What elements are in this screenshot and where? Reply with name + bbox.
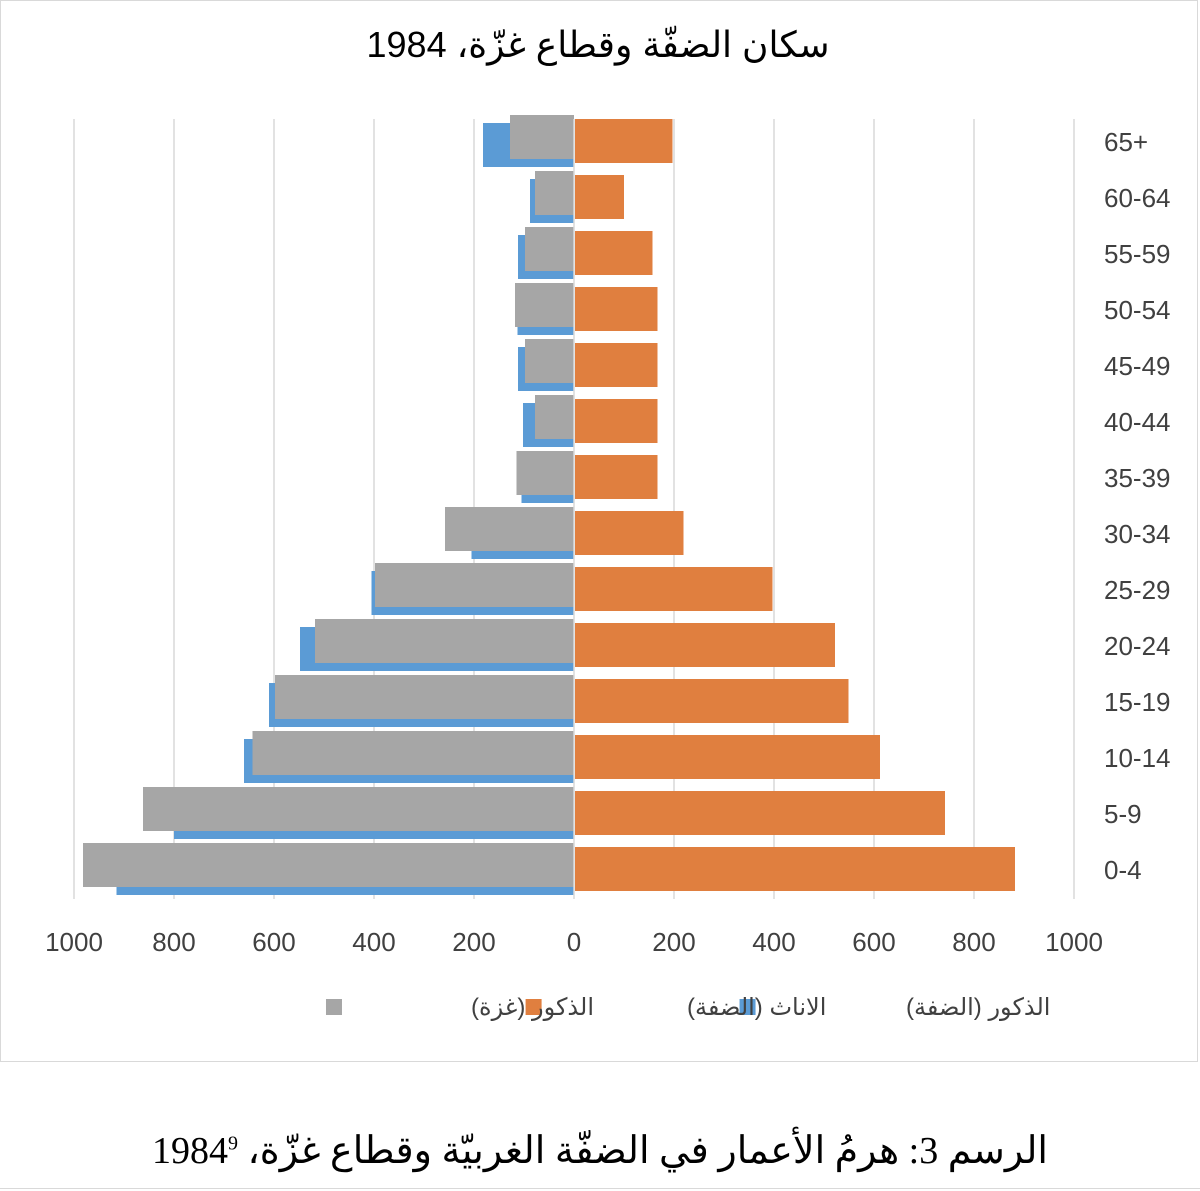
x-tick-label: 200 (452, 927, 495, 957)
x-tick-label: 200 (652, 927, 695, 957)
bar-gaza-male (535, 395, 574, 439)
category-label: 20-24 (1104, 631, 1171, 661)
bar-west-bank-female (575, 735, 880, 779)
bar-west-bank-female (575, 455, 658, 499)
bar-west-bank-female (575, 567, 773, 611)
bar-west-bank-female (575, 287, 658, 331)
bar-gaza-male (525, 227, 574, 271)
x-tick-label: 1000 (45, 927, 103, 957)
bar-gaza-male (252, 731, 574, 775)
bar-west-bank-female (575, 119, 673, 163)
bar-gaza-male (515, 283, 574, 327)
bar-west-bank-female (575, 679, 849, 723)
bar-west-bank-female (575, 399, 658, 443)
category-label: 60-64 (1104, 183, 1171, 213)
bar-west-bank-female (575, 175, 624, 219)
chart-frame: سكان الضفّة وقطاع غزّة، 1984 0-4 5-9 10-14… (0, 0, 1198, 1062)
figure-caption: الرسم 3: هرمُ الأعمار في الضفّة الغربيّة… (0, 1128, 1200, 1173)
x-tick-label: 800 (952, 927, 995, 957)
bar-west-bank-female (575, 231, 653, 275)
bars (83, 115, 1015, 899)
bar-gaza-male (375, 563, 574, 607)
category-label: 55-59 (1104, 239, 1171, 269)
axis-labels: 0-4 5-9 10-14 15-19 20-24 25-29 30-34 35-39 40-4… (45, 127, 1170, 957)
bar-west-bank-female (575, 623, 835, 667)
x-tick-label: 800 (152, 927, 195, 957)
legend-swatch (739, 999, 756, 1015)
category-label: 5-9 (1104, 799, 1142, 829)
bar-west-bank-female (575, 511, 684, 555)
bar-west-bank-female (575, 791, 945, 835)
bar-gaza-male (516, 451, 574, 495)
x-tick-label: 400 (352, 927, 395, 957)
legend: الذكور (الضفة) الاناث (الضفة) الذكور (غزة) (325, 994, 1050, 1021)
legend-swatch (525, 999, 542, 1015)
legend-swatch (325, 999, 342, 1015)
x-tick-label: 0 (567, 927, 581, 957)
legend-label: الذكور (غزة) (471, 994, 594, 1021)
x-tick-label: 400 (752, 927, 795, 957)
category-label: 35-39 (1104, 463, 1171, 493)
category-label: 65+ (1104, 127, 1148, 157)
category-label: 25-29 (1104, 575, 1171, 605)
population-pyramid-chart: سكان الضفّة وقطاع غزّة، 1984 0-4 5-9 10-14… (45, 24, 1170, 1021)
category-label: 10-14 (1104, 743, 1171, 773)
bar-gaza-male (535, 171, 574, 215)
bar-gaza-male (275, 675, 574, 719)
category-label: 15-19 (1104, 687, 1171, 717)
bar-gaza-male (315, 619, 574, 663)
bar-west-bank-female (575, 847, 1015, 891)
bar-gaza-male (445, 507, 574, 551)
caption-text: الرسم 3: هرمُ الأعمار في الضفّة الغربيّة… (152, 1130, 1048, 1172)
legend-label: الذكور (الضفة) (906, 994, 1050, 1021)
category-label: 30-34 (1104, 519, 1171, 549)
page-bottom-rule (0, 1188, 1200, 1189)
x-tick-label: 1000 (1045, 927, 1103, 957)
category-label: 45-49 (1104, 351, 1171, 381)
chart-title: سكان الضفّة وقطاع غزّة، 1984 (367, 24, 830, 66)
category-label: 50-54 (1104, 295, 1171, 325)
category-label: 40-44 (1104, 407, 1171, 437)
legend-label: الاناث (الضفة) (687, 994, 826, 1021)
category-label: 0-4 (1104, 855, 1142, 885)
x-tick-label: 600 (252, 927, 295, 957)
bar-gaza-male (510, 115, 574, 159)
bar-gaza-male (83, 843, 574, 887)
bar-gaza-male (143, 787, 574, 831)
bar-west-bank-female (575, 343, 658, 387)
bar-gaza-male (525, 339, 574, 383)
x-tick-label: 600 (852, 927, 895, 957)
caption-footnote: 9 (228, 1132, 239, 1155)
